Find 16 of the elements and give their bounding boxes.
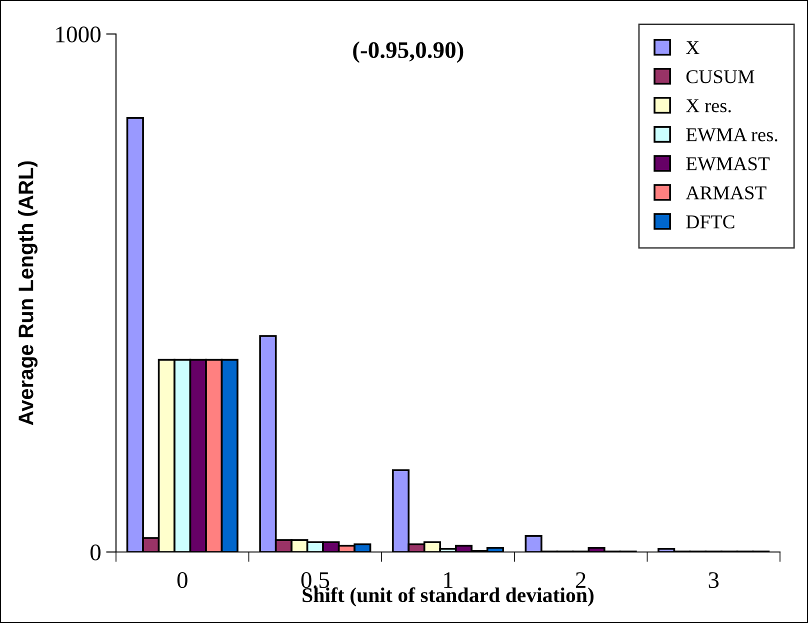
- legend-label: X res.: [686, 99, 731, 112]
- x-tick-label: 2: [576, 572, 586, 588]
- legend-label: X: [686, 41, 700, 54]
- legend-label: EWMAST: [686, 157, 770, 170]
- y-axis-title: Average Run Length (ARL): [18, 161, 38, 426]
- legend-label: EWMA res.: [686, 128, 778, 142]
- x-axis-title: Shift (unit of standard deviation): [302, 587, 594, 606]
- y-tick-label: 1000: [56, 26, 101, 42]
- x-tick-label: 1: [444, 572, 452, 588]
- legend-label: CUSUM: [686, 70, 754, 84]
- chart-title: (-0.95,0.90): [353, 41, 464, 63]
- x-tick-label: 3: [708, 572, 719, 588]
- legend-label: DFTC: [686, 215, 734, 228]
- x-tick-label: 0: [177, 572, 188, 588]
- x-tick-label: 0.5: [301, 572, 330, 588]
- legend-label: ARMAST: [686, 186, 766, 200]
